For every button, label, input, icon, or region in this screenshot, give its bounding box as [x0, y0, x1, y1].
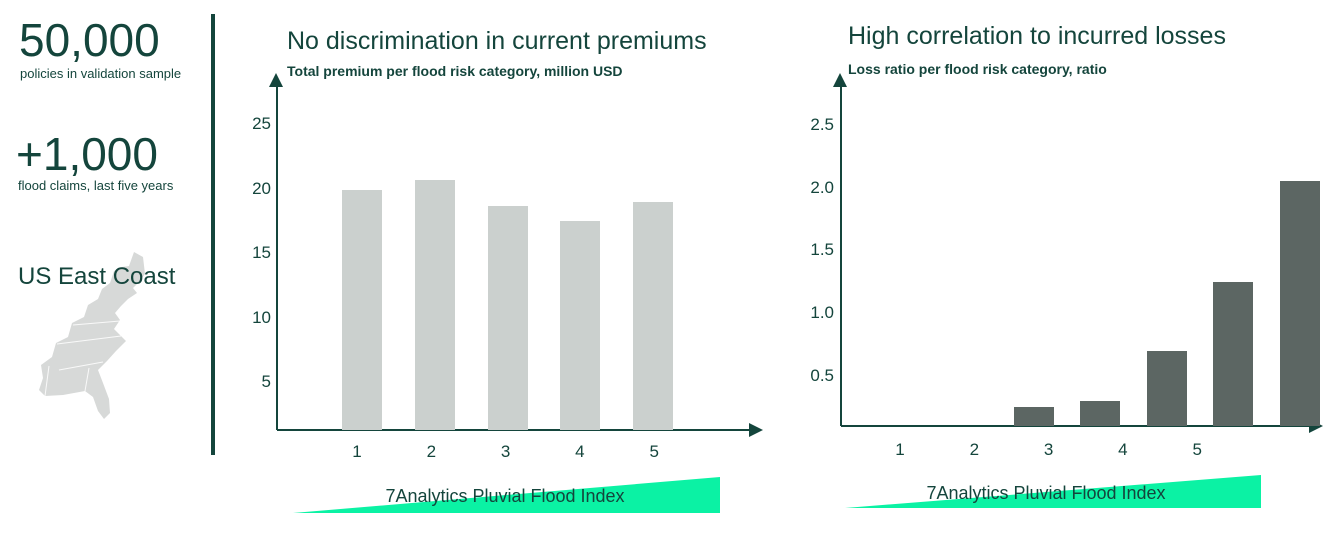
y-axis-arrow-icon	[833, 73, 847, 87]
x-tick-label: 4	[575, 442, 585, 461]
us-east-coast-map-icon	[39, 252, 145, 419]
bar-category-3	[1080, 401, 1120, 426]
x-tick-label: 3	[1043, 440, 1054, 459]
y-tick-label: 10	[252, 307, 271, 327]
stat-claims-label: flood claims, last five years	[18, 178, 174, 193]
y-axis-arrow-icon	[269, 73, 283, 87]
chart-loss-ratio-title: High correlation to incurred losses	[848, 22, 1226, 50]
chart-premiums-subtitle: Total premium per flood risk category, m…	[287, 63, 623, 79]
flood-index-gradient-wedge	[845, 475, 1261, 508]
vertical-divider	[211, 14, 215, 455]
x-tick-label: 2	[426, 442, 437, 461]
y-tick-label: 2.0	[810, 177, 834, 197]
y-axis-line	[840, 86, 842, 426]
x-tick-label: 3	[500, 442, 511, 461]
stat-policies-value: 50,000	[19, 14, 160, 66]
bar-category-3	[487, 206, 528, 430]
y-tick-label: 25	[252, 114, 271, 134]
chart-loss-ratio-subtitle: Loss ratio per flood risk category, rati…	[848, 61, 1107, 77]
y-axis-line	[276, 86, 278, 430]
y-tick-label: 5	[261, 372, 271, 392]
y-tick-label: 1.0	[810, 303, 834, 323]
bar-category-1	[342, 190, 382, 430]
bar-category-2	[1013, 407, 1054, 426]
x-axis-line	[277, 429, 751, 431]
x-tick-label: 1	[895, 440, 905, 459]
y-tick-label: 1.5	[810, 240, 834, 260]
y-tick-label: 2.5	[810, 114, 834, 134]
bar-category-6	[1279, 181, 1320, 426]
x-tick-label: 4	[1118, 440, 1128, 459]
region-label: US East Coast	[18, 263, 176, 290]
bar-category-5	[633, 202, 674, 430]
flood-index-axis-label: 7Analytics Pluvial Flood Index	[385, 486, 625, 506]
y-tick-label: 0.5	[810, 365, 834, 385]
stat-claims-value: +1,000	[16, 128, 158, 180]
x-tick-label: 5	[649, 442, 659, 461]
bar-category-5	[1213, 282, 1253, 426]
flood-index-axis-label: 7Analytics Pluvial Flood Index	[926, 483, 1166, 503]
x-axis-line	[841, 425, 1311, 427]
x-tick-label: 2	[969, 440, 980, 459]
x-axis-arrow-icon	[749, 423, 763, 437]
bar-category-4	[1146, 351, 1187, 426]
stat-policies-label: policies in validation sample	[20, 66, 182, 81]
x-tick-label: 1	[352, 442, 362, 461]
y-tick-label: 20	[252, 178, 271, 198]
bar-category-2	[414, 180, 455, 430]
bar-category-4	[560, 221, 601, 430]
chart-premiums-title: No discrimination in current premiums	[287, 27, 707, 55]
y-tick-label: 15	[252, 243, 271, 263]
x-tick-label: 5	[1192, 440, 1202, 459]
flood-index-gradient-wedge	[293, 477, 720, 513]
